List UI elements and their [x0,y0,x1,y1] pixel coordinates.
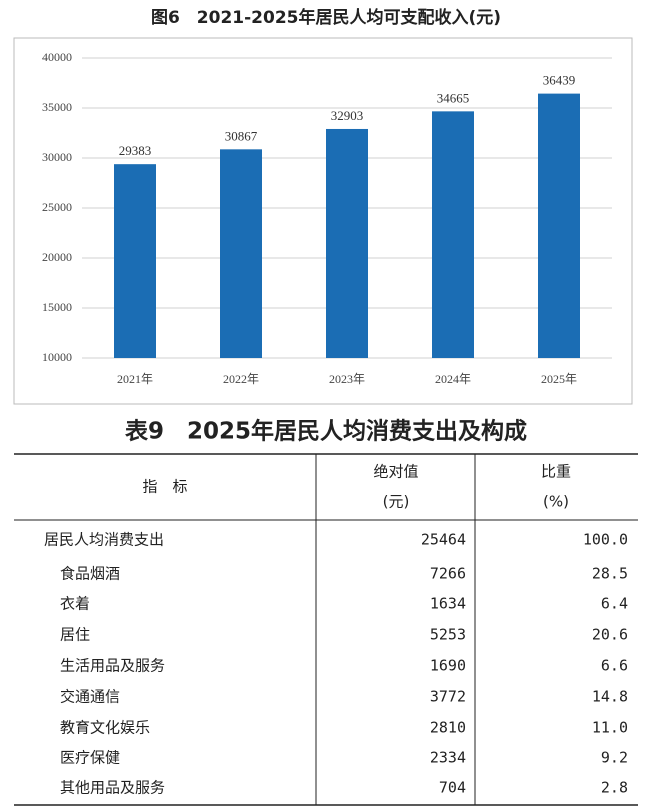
y-tick-label: 20000 [42,250,72,264]
y-tick-label: 10000 [42,350,72,364]
row-label: 衣着 [60,595,90,613]
bar [220,149,262,358]
x-tick-label: 2023年 [329,372,365,386]
share-cell: 11.0 [592,719,628,737]
amount-cell: 2334 [430,749,466,767]
amount-cell: 25464 [421,531,466,549]
amount-cell: 704 [439,779,466,797]
row-label: 教育文化娱乐 [60,719,150,737]
share-cell: 6.4 [601,595,628,613]
data-label: 36439 [543,73,576,88]
row-label: 医疗保健 [60,749,120,767]
table-title: 表9 2025年居民人均消费支出及构成 [125,418,527,445]
y-tick-label: 35000 [42,100,72,114]
x-tick-label: 2021年 [117,372,153,386]
header-cell: 绝对值 [373,463,418,481]
share-cell: 100.0 [583,531,628,549]
bar [114,164,156,358]
y-tick-label: 30000 [42,150,72,164]
chart-title: 图6 2021-2025年居民人均可支配收入(元) [151,7,501,28]
row-label: 居民人均消费支出 [44,531,164,549]
amount-cell: 5253 [430,626,466,644]
row-label: 生活用品及服务 [60,657,165,675]
chart-frame [13,37,633,405]
header-cell: (%) [543,493,569,511]
data-label: 32903 [331,108,364,123]
bar [432,111,474,358]
share-cell: 9.2 [601,749,628,767]
data-label: 29383 [119,143,152,158]
row-label: 居住 [60,626,90,644]
header-cell: 比重 [541,463,571,481]
share-cell: 14.8 [592,688,628,706]
x-tick-label: 2024年 [435,372,471,386]
share-cell: 28.5 [592,565,628,583]
row-label: 其他用品及服务 [60,779,165,797]
y-tick-label: 25000 [42,200,72,214]
row-label: 交通通信 [60,688,120,706]
y-tick-label: 40000 [42,50,72,64]
y-tick-label: 15000 [42,300,72,314]
amount-cell: 1690 [430,657,466,675]
share-cell: 6.6 [601,657,628,675]
row-label: 食品烟酒 [60,565,120,583]
bar [326,128,368,358]
amount-cell: 7266 [430,565,466,583]
amount-cell: 3772 [430,688,466,706]
header-cell: 指 标 [142,478,187,496]
x-tick-label: 2025年 [541,372,577,386]
share-cell: 2.8 [601,779,628,797]
share-cell: 20.6 [592,626,628,644]
amount-cell: 1634 [430,595,466,613]
data-label: 34665 [437,90,470,105]
x-tick-label: 2022年 [223,372,259,386]
bar [538,93,580,359]
data-label: 30867 [225,128,258,143]
header-cell: (元) [383,493,410,511]
amount-cell: 2810 [430,719,466,737]
